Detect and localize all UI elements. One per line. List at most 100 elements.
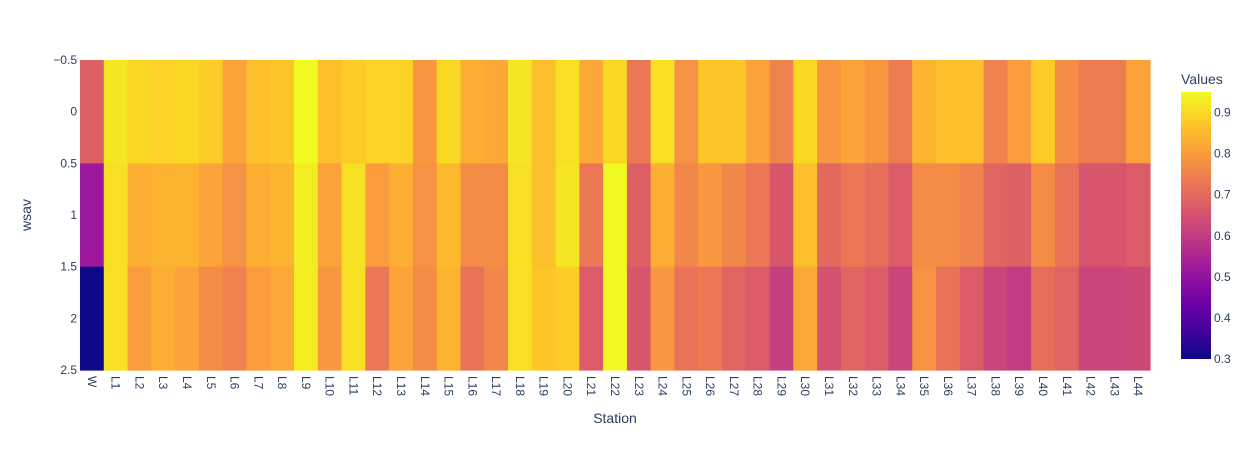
x-tick-label: L5 [204, 376, 218, 390]
heatmap-cell [817, 60, 842, 164]
x-tick-label: L28 [751, 376, 765, 396]
heatmap-cell [151, 266, 176, 371]
x-tick-label: L41 [1060, 376, 1074, 396]
heatmap-cell [1126, 266, 1151, 371]
heatmap-cell [936, 266, 961, 371]
x-tick-label: L26 [703, 376, 717, 396]
heatmap-cell [1078, 60, 1104, 164]
heatmap-cell [1031, 60, 1056, 164]
heatmap-cell [912, 163, 937, 268]
heatmap-cell [531, 163, 557, 268]
y-tick-label: 1 [70, 208, 77, 222]
x-tick-label: L21 [584, 376, 598, 396]
heatmap-cell [365, 60, 390, 164]
x-tick-label: L11 [346, 376, 360, 395]
heatmap-cell [103, 163, 129, 268]
heatmap-cell [840, 163, 866, 268]
y-tick-label: −0.5 [53, 53, 77, 67]
heatmap-cell [460, 60, 485, 164]
heatmap-cell [674, 60, 699, 164]
heatmap-cell [317, 163, 343, 268]
x-tick-label: L3 [156, 376, 170, 390]
x-tick-label: L37 [965, 376, 979, 396]
heatmap-cell [579, 266, 604, 371]
heatmap-cell [80, 163, 105, 268]
y-axis-title: wsav [18, 199, 34, 232]
heatmap-cell [436, 60, 462, 164]
heatmap-cell [175, 266, 200, 371]
x-tick-label: L42 [1084, 376, 1098, 396]
heatmap-cell [1031, 163, 1056, 268]
x-tick-label: L31 [822, 376, 836, 396]
heatmap-cell [983, 60, 1008, 164]
x-tick-label: L10 [323, 376, 337, 396]
heatmap-cell [1054, 60, 1080, 164]
heatmap-cell [579, 60, 604, 164]
heatmap-cell [603, 266, 628, 371]
y-tick-label: 2 [70, 311, 77, 325]
heatmap-cell [840, 60, 866, 164]
heatmap-cell [270, 163, 295, 268]
heatmap-cell [389, 60, 414, 164]
heatmap-cell [127, 266, 152, 371]
x-tick-label: L17 [489, 376, 503, 396]
x-tick-label: L25 [679, 376, 693, 396]
y-tick-label: 0 [70, 105, 77, 119]
x-tick-label: L1 [109, 376, 123, 390]
heatmap-cell [579, 163, 604, 268]
heatmap-cells [80, 60, 1151, 371]
colorbar-tick-label: 0.7 [1214, 188, 1231, 202]
heatmap-cell [484, 60, 509, 164]
heatmap-cell [80, 60, 105, 164]
x-axis-title: Station [593, 410, 637, 426]
heatmap-cell [151, 60, 176, 164]
heatmap-cell [603, 60, 628, 164]
heatmap-cell [127, 60, 152, 164]
heatmap-cell [531, 266, 557, 371]
colorbar-title: Values [1181, 71, 1223, 87]
heatmap-cell [722, 60, 747, 164]
heatmap-cell [508, 60, 533, 164]
x-tick-label: L22 [608, 376, 622, 396]
x-tick-label: L44 [1131, 376, 1145, 396]
heatmap-cell [1054, 266, 1080, 371]
heatmap-cell [936, 60, 961, 164]
x-axis-ticks: W L1 L2 L3 L4 L5 L6 L7 L8 L9 L10 L11 L12 L13 L14 L15 L16… [85, 376, 1145, 396]
heatmap-cell [1054, 163, 1080, 268]
heatmap-cell [936, 163, 961, 268]
x-tick-label: L4 [180, 376, 194, 390]
colorbar-tick-label: 0.4 [1214, 311, 1231, 325]
heatmap-cell [1102, 163, 1127, 268]
x-tick-label: L29 [774, 376, 788, 396]
heatmap-cell [864, 163, 890, 268]
heatmap-cell [365, 163, 390, 268]
x-tick-label: L15 [442, 376, 456, 396]
heatmap-cell [698, 60, 723, 164]
x-tick-label: L38 [988, 376, 1002, 396]
colorbar-tick-label: 0.6 [1214, 229, 1231, 243]
x-tick-label: W [85, 376, 99, 388]
heatmap-cell [294, 60, 319, 164]
colorbar [1181, 92, 1211, 359]
heatmap-cell [745, 266, 771, 371]
x-tick-label: L18 [513, 376, 527, 396]
heatmap-cell [1007, 163, 1032, 268]
heatmap-cell [650, 266, 676, 371]
heatmap-cell [674, 266, 699, 371]
heatmap-cell [460, 266, 485, 371]
colorbar-tick-label: 0.3 [1214, 352, 1231, 366]
heatmap-cell [80, 266, 105, 371]
heatmap-cell [1007, 60, 1032, 164]
colorbar-tick-label: 0.8 [1214, 147, 1231, 161]
heatmap-cell [626, 60, 652, 164]
heatmap-cell [959, 60, 985, 164]
heatmap-cell [198, 60, 224, 164]
heatmap-cell [246, 163, 271, 268]
heatmap-cell [983, 266, 1008, 371]
y-tick-label: 0.5 [60, 156, 77, 170]
x-tick-label: L35 [917, 376, 931, 396]
heatmap-cell [840, 266, 866, 371]
heatmap-cell [769, 60, 794, 164]
heatmap-cell [959, 163, 985, 268]
